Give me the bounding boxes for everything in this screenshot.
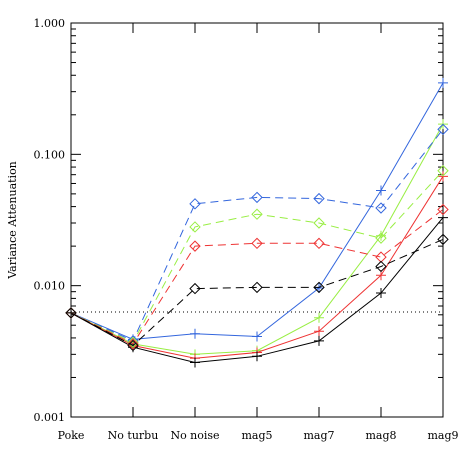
series-line (70, 176, 444, 359)
data-point (437, 203, 449, 216)
data-point (252, 331, 262, 342)
data-point (376, 185, 386, 196)
data-point (438, 77, 448, 88)
y-tick-label: 0.001 (34, 411, 66, 424)
x-tick-label: Poke (58, 429, 85, 442)
data-point (189, 282, 201, 295)
data-point (437, 233, 449, 246)
data-point (127, 338, 139, 350)
data-point (375, 202, 387, 214)
x-tick-labels: Poke No turbu No noise mag5 mag7 mag8 mag9 (58, 429, 459, 442)
series-line (70, 170, 444, 344)
x-tick-label: No noise (170, 429, 219, 442)
data-point (376, 230, 386, 241)
data-point (313, 237, 325, 250)
series-4 (65, 123, 449, 347)
x-tick-label: mag9 (427, 429, 458, 442)
series-line (70, 238, 444, 347)
data-point (313, 192, 325, 205)
x-tick-label: mag7 (303, 429, 334, 442)
series-1 (66, 119, 448, 360)
series-3 (66, 212, 448, 368)
data-point (251, 281, 263, 294)
x-tick-label: mag5 (241, 429, 272, 442)
data-point (127, 339, 139, 352)
data-point (314, 335, 324, 346)
data-point (251, 208, 263, 220)
series-line (70, 128, 444, 342)
x-tick-label: No turbu (108, 429, 159, 442)
data-point (189, 240, 201, 252)
series-group (65, 77, 449, 368)
series-line (70, 82, 444, 340)
data-point (314, 326, 324, 337)
data-point (375, 260, 387, 273)
series-6 (65, 203, 449, 350)
data-point (376, 287, 386, 298)
data-point (437, 123, 449, 136)
y-tick-label: 0.010 (34, 280, 66, 293)
series-line (70, 123, 444, 355)
y-tick-label: 1.000 (34, 17, 66, 30)
data-point (252, 351, 262, 362)
series-0 (66, 77, 448, 345)
y-tick-labels: 0.001 0.010 0.100 1.000 (34, 17, 66, 424)
x-tick-label: mag8 (365, 429, 396, 442)
data-point (314, 282, 324, 293)
data-point (190, 328, 200, 339)
y-axis-title: Variance Attenuation (6, 161, 19, 280)
series-7 (65, 233, 449, 352)
data-point (251, 191, 263, 204)
data-point (375, 232, 387, 244)
y-tick-label: 0.100 (34, 148, 66, 161)
data-point (313, 217, 325, 229)
data-point (437, 165, 449, 177)
data-point (313, 281, 325, 294)
data-point (314, 312, 324, 323)
data-point (190, 357, 200, 368)
data-point (127, 336, 139, 349)
data-point (65, 307, 77, 319)
data-point (189, 198, 201, 210)
data-point (189, 221, 201, 233)
data-point (251, 237, 263, 250)
series-line (70, 209, 444, 345)
data-point (375, 251, 387, 263)
